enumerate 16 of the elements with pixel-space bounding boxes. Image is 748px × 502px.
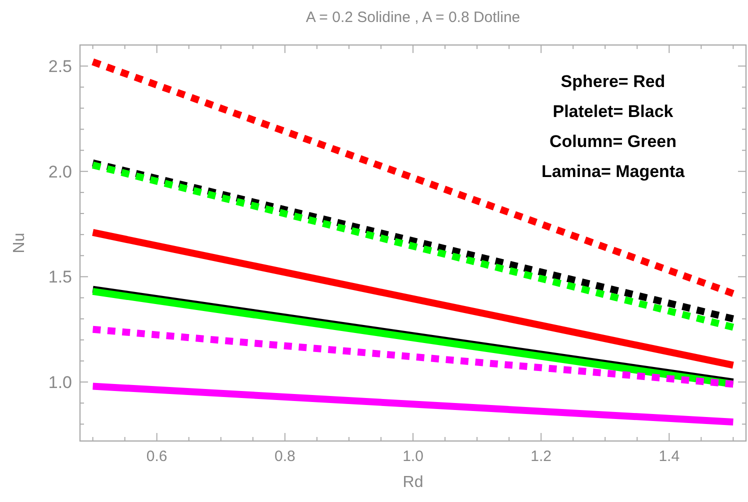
- x-tick-label: 0.6: [146, 448, 168, 465]
- chart-title: A = 0.2 Solidine , A = 0.8 Dotline: [306, 9, 520, 26]
- x-tick-label: 1.0: [402, 448, 424, 465]
- annotation: Sphere= Red: [560, 72, 666, 91]
- y-tick-label: 1.5: [48, 268, 72, 287]
- y-tick-label: 2.5: [48, 57, 72, 76]
- annotation: Platelet= Black: [552, 102, 674, 121]
- x-tick-label: 1.4: [658, 448, 680, 465]
- y-tick-label: 1.0: [48, 372, 72, 392]
- annotation: Column= Green: [549, 132, 677, 151]
- x-tick-label: 0.8: [274, 448, 296, 465]
- y-tick-label: 2.0: [48, 162, 72, 182]
- annotation: Lamina= Magenta: [541, 162, 686, 181]
- y-axis-title: Nu: [11, 232, 28, 254]
- x-axis-title: Rd: [402, 474, 424, 491]
- x-tick-label: 1.2: [530, 448, 552, 465]
